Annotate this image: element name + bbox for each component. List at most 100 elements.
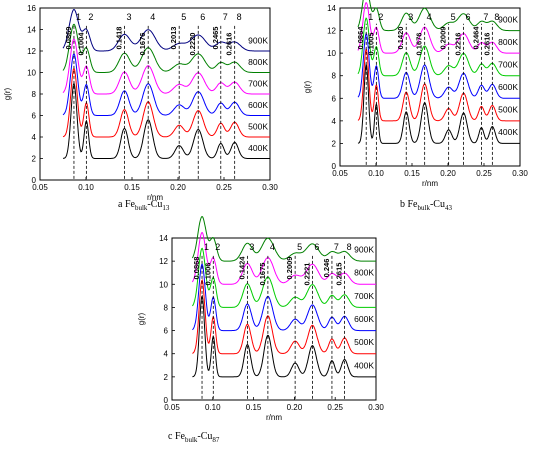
series-line bbox=[192, 247, 376, 308]
series-line bbox=[357, 0, 520, 32]
y-tick-label: 16 bbox=[27, 4, 36, 13]
x-tick-label: 0.25 bbox=[216, 183, 232, 192]
y-axis-label: g(r) bbox=[3, 87, 12, 100]
x-tick-label: 0.25 bbox=[327, 403, 343, 412]
series-label: 600K bbox=[498, 82, 518, 92]
x-tick-label: 0.20 bbox=[170, 183, 186, 192]
peak-index: 4 bbox=[427, 12, 432, 22]
peak-value-label: 0.246 bbox=[322, 259, 331, 278]
series-label: 900K bbox=[248, 35, 268, 45]
peak-value-label: 0.2464 bbox=[471, 26, 480, 50]
peak-index: 5 bbox=[451, 12, 456, 22]
series-line bbox=[62, 8, 270, 52]
y-tick-label: 8 bbox=[164, 303, 169, 312]
y-tick-label: 12 bbox=[159, 257, 168, 266]
x-tick-label: 0.20 bbox=[440, 169, 456, 178]
series-line bbox=[62, 38, 270, 95]
series-label: 500K bbox=[354, 337, 374, 347]
peak-value-label: 0.1676 bbox=[138, 33, 147, 56]
peak-index: 8 bbox=[494, 12, 499, 22]
peak-index: 3 bbox=[408, 12, 413, 22]
y-tick-label: 8 bbox=[332, 72, 337, 81]
x-tick-label: 0.05 bbox=[164, 403, 180, 412]
y-tick-label: 10 bbox=[159, 280, 168, 289]
peak-value-label: 0.1006 bbox=[203, 263, 212, 286]
series-label: 900K bbox=[354, 245, 374, 255]
y-tick-label: 0 bbox=[332, 162, 337, 171]
series-label: 400K bbox=[498, 127, 518, 137]
series-line bbox=[357, 47, 520, 122]
peak-index: 6 bbox=[466, 12, 471, 22]
peak-value-label: 0.2465 bbox=[211, 27, 220, 50]
plot-frame bbox=[171, 237, 377, 401]
series-line bbox=[357, 1, 520, 54]
x-tick-label: 0.10 bbox=[205, 403, 221, 412]
peak-index: 7 bbox=[223, 12, 228, 22]
peak-index: 2 bbox=[378, 12, 383, 22]
peak-value-label: 0.0869 bbox=[64, 27, 73, 50]
peak-index: 1 bbox=[204, 242, 209, 252]
series-line bbox=[62, 52, 270, 116]
series-label: 500K bbox=[498, 105, 518, 115]
peak-index: 7 bbox=[334, 242, 339, 252]
peak-value-label: 0.2013 bbox=[169, 27, 178, 50]
peak-index: 5 bbox=[297, 242, 302, 252]
plot-frame bbox=[339, 7, 521, 167]
y-tick-label: 10 bbox=[327, 49, 336, 58]
peak-value-label: 0.2615 bbox=[335, 263, 344, 286]
y-tick-label: 0 bbox=[32, 176, 37, 185]
x-axis-label: r/nm bbox=[147, 193, 163, 202]
peak-index: 2 bbox=[88, 12, 93, 22]
peak-value-label: 0.1424 bbox=[237, 256, 246, 280]
series-line bbox=[62, 23, 270, 73]
peak-index: 3 bbox=[249, 242, 254, 252]
y-axis-label: g(r) bbox=[137, 312, 146, 325]
x-tick-label: 0.30 bbox=[512, 169, 528, 178]
series-label: 500K bbox=[248, 121, 268, 131]
x-tick-label: 0.30 bbox=[262, 183, 278, 192]
y-tick-label: 14 bbox=[27, 26, 36, 35]
series-label: 800K bbox=[498, 37, 518, 47]
peak-index: 8 bbox=[237, 12, 242, 22]
chart-panel-b: 0.05 0.10 0.15 0.20 0.25 0.3002468101214r/nmg… bbox=[303, 0, 528, 212]
series-line bbox=[191, 231, 376, 285]
peak-index: 6 bbox=[314, 242, 319, 252]
peak-value-label: 0.1676 bbox=[415, 33, 424, 56]
peak-index: 2 bbox=[215, 242, 220, 252]
series-line bbox=[62, 81, 270, 159]
y-tick-label: 6 bbox=[32, 112, 37, 121]
peak-index: 7 bbox=[483, 12, 488, 22]
peak-index: 4 bbox=[270, 242, 275, 252]
x-axis-label: r/nm bbox=[422, 179, 438, 188]
panel-caption: b Febulk-Cu43 bbox=[400, 199, 452, 212]
series-label: 700K bbox=[354, 291, 374, 301]
y-tick-label: 14 bbox=[159, 234, 168, 243]
panel-caption: a Febulk-Cu13 bbox=[118, 199, 170, 212]
peak-value-label: 0.1004 bbox=[76, 32, 85, 56]
peak-value-label: 0.0864 bbox=[356, 26, 365, 50]
peak-index: 5 bbox=[181, 12, 186, 22]
series-label: 600K bbox=[354, 314, 374, 324]
peak-value-label: 0.2009 bbox=[439, 27, 448, 50]
peak-value-label: 0.1005 bbox=[366, 33, 375, 56]
peak-value-label: 0.2616 bbox=[482, 33, 491, 56]
x-tick-label: 0.05 bbox=[32, 183, 48, 192]
series-line bbox=[191, 216, 376, 262]
peak-value-label: 0.2220 bbox=[188, 33, 197, 56]
panel-caption: c Febulk-Cu87 bbox=[168, 431, 220, 444]
y-tick-label: 8 bbox=[32, 90, 37, 99]
peak-value-label: 0.0868 bbox=[192, 257, 201, 280]
series-line bbox=[357, 62, 520, 144]
y-tick-label: 0 bbox=[164, 396, 169, 405]
x-tick-label: 0.15 bbox=[246, 403, 262, 412]
series-line bbox=[192, 263, 376, 332]
series-label: 600K bbox=[248, 100, 268, 110]
series-label: 800K bbox=[354, 268, 374, 278]
series-line bbox=[357, 17, 520, 77]
y-tick-label: 4 bbox=[32, 133, 37, 142]
x-tick-label: 0.15 bbox=[404, 169, 420, 178]
peak-value-label: 0.2616 bbox=[225, 33, 234, 56]
y-tick-label: 12 bbox=[327, 27, 336, 36]
chart-panel-a: 0.05 0.10 0.15 0.20 0.25 0.300246810121416r/n… bbox=[3, 4, 278, 212]
